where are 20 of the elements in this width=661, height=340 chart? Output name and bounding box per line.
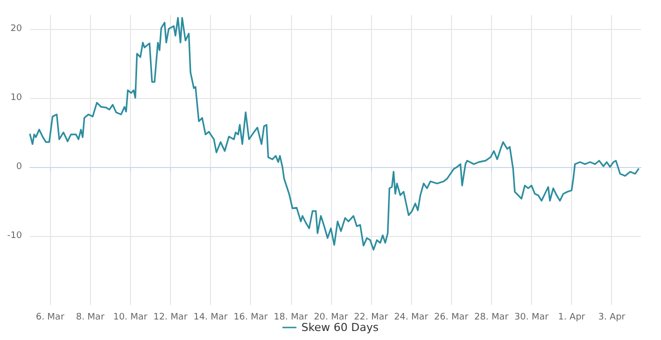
x-tick-label: 30. Mar bbox=[514, 312, 549, 322]
x-tick-label: 18. Mar bbox=[274, 312, 308, 322]
y-tick-label: -10 bbox=[7, 230, 22, 241]
y-tick-label: 0 bbox=[16, 162, 22, 172]
x-tick-label: 8. Mar bbox=[76, 312, 105, 322]
x-tick-label: 10. Mar bbox=[113, 312, 148, 322]
x-tick-label: 12. Mar bbox=[153, 312, 188, 322]
x-tick-label: 24. Mar bbox=[394, 312, 429, 322]
x-tick-label: 3. Apr bbox=[598, 312, 626, 322]
x-tick-label: 20. Mar bbox=[314, 312, 348, 322]
x-tick-label: 6. Mar bbox=[36, 312, 65, 322]
y-tick-label: 10 bbox=[10, 92, 22, 103]
x-tick-label: 1. Apr bbox=[558, 312, 586, 322]
x-tick-label: 16. Mar bbox=[234, 312, 268, 322]
x-tick-label: 14. Mar bbox=[193, 312, 228, 322]
x-tick-label: 26. Mar bbox=[434, 312, 469, 322]
x-tick-label: 28. Mar bbox=[474, 312, 509, 322]
legend-label: Skew 60 Days bbox=[301, 321, 379, 334]
x-tick-label: 22. Mar bbox=[354, 312, 388, 322]
y-tick-label: 20 bbox=[10, 24, 22, 34]
